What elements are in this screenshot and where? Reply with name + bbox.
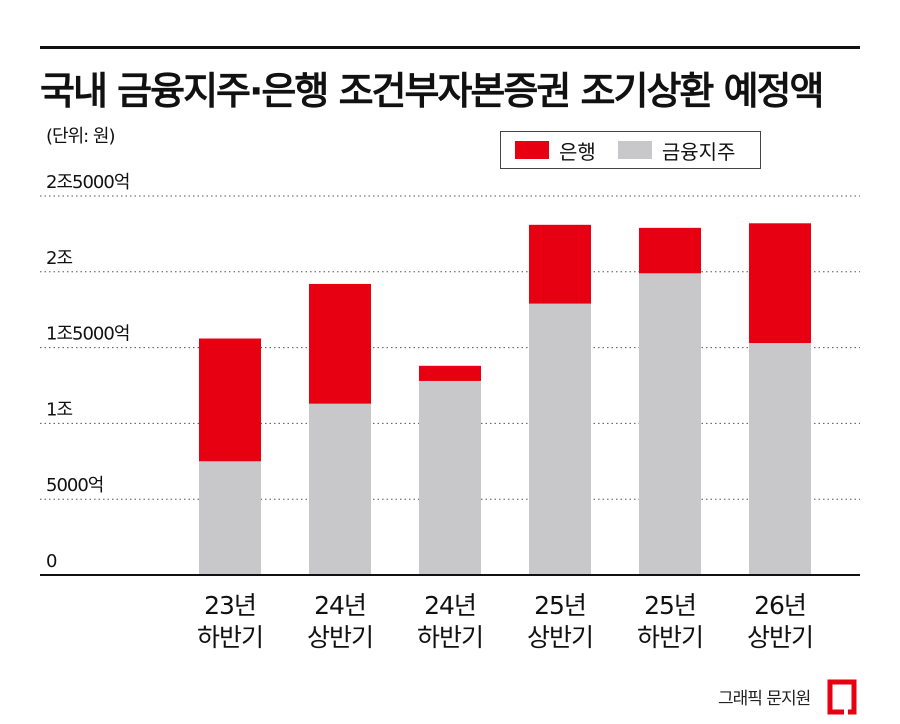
unit-label: (단위: 원) bbox=[46, 126, 116, 147]
x-tick-label: 25년 bbox=[644, 591, 696, 620]
bar-bank bbox=[749, 223, 811, 344]
legend-item-bank: 은행 bbox=[515, 136, 596, 165]
y-tick-label: 5000억 bbox=[46, 475, 103, 496]
bar-holding bbox=[199, 461, 261, 575]
y-tick-label: 1조 bbox=[46, 399, 72, 420]
y-tick-label: 2조 bbox=[46, 248, 72, 269]
bar-holding bbox=[529, 303, 591, 575]
legend-label-holding: 금융지주 bbox=[661, 139, 736, 164]
legend-item-holding: 금융지주 bbox=[617, 136, 736, 165]
bar-bank bbox=[639, 227, 701, 274]
x-tick-label: 상반기 bbox=[527, 623, 593, 652]
graphic-credit: 그래픽 문지원 bbox=[718, 689, 811, 709]
bar-bank bbox=[199, 338, 261, 462]
y-tick-label: 1조5000억 bbox=[46, 324, 129, 345]
top-rule bbox=[40, 46, 860, 49]
x-tick-label: 26년 bbox=[754, 591, 806, 620]
bar-holding bbox=[639, 273, 701, 575]
x-tick-label: 하반기 bbox=[197, 623, 263, 652]
publisher-logo-icon bbox=[827, 679, 857, 718]
bar-holding bbox=[419, 380, 481, 575]
x-tick-label: 하반기 bbox=[417, 623, 483, 652]
bar-bank bbox=[419, 365, 481, 381]
x-tick-label: 24년 bbox=[424, 591, 476, 620]
x-tick-label: 24년 bbox=[314, 591, 366, 620]
bar-holding bbox=[309, 403, 371, 575]
x-tick-label: 상반기 bbox=[307, 623, 373, 652]
y-tick-label: 0 bbox=[46, 551, 57, 572]
chart-title: 국내 금융지주·은행 조건부자본증권 조기상환 예정액 bbox=[40, 69, 824, 113]
legend-swatch-holding bbox=[617, 141, 652, 159]
legend-label-bank: 은행 bbox=[559, 139, 596, 164]
y-tick-label: 2조5000억 bbox=[46, 172, 129, 193]
legend: 은행 금융지주 bbox=[500, 131, 761, 169]
legend-swatch-bank bbox=[515, 141, 549, 159]
x-tick-label: 25년 bbox=[534, 591, 586, 620]
bar-bank bbox=[309, 283, 371, 404]
x-tick-label: 23년 bbox=[204, 591, 256, 620]
x-tick-label: 상반기 bbox=[747, 623, 813, 652]
bar-holding bbox=[749, 343, 811, 575]
bar-bank bbox=[529, 224, 591, 304]
x-tick-label: 하반기 bbox=[637, 623, 703, 652]
